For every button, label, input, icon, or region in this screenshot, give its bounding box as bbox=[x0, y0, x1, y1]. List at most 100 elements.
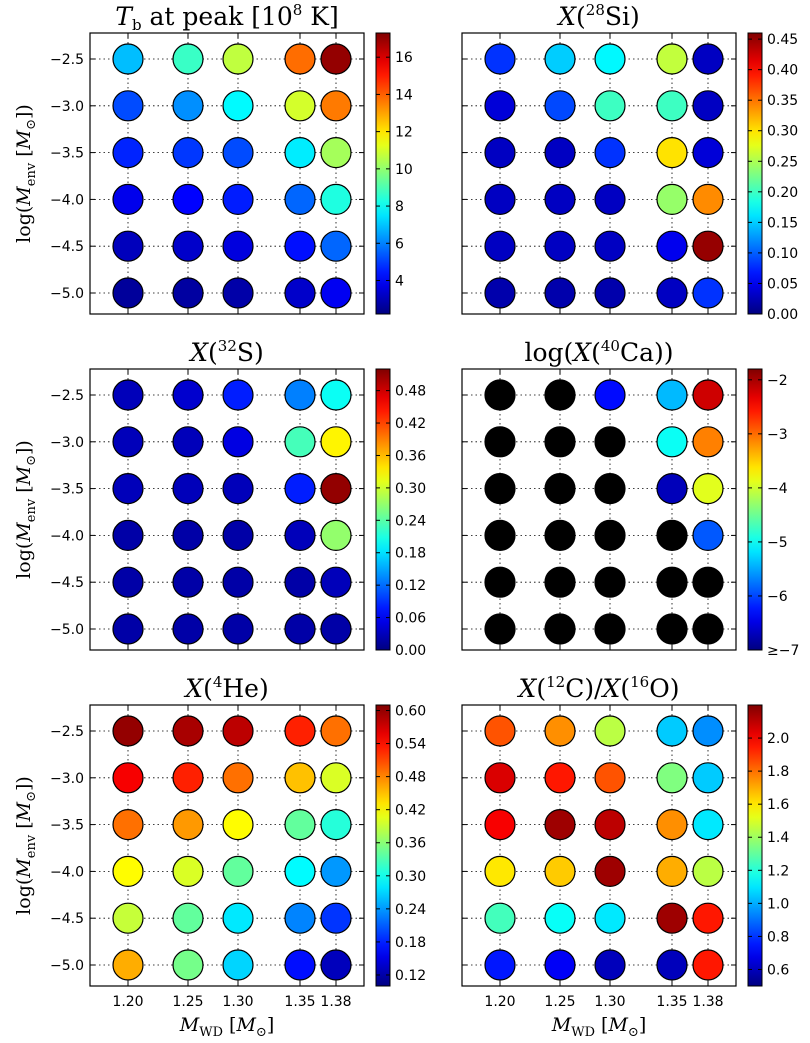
data-point bbox=[692, 473, 724, 505]
plot-frame bbox=[461, 32, 737, 315]
data-point bbox=[692, 183, 724, 215]
colorbar-tick-label: 0.12 bbox=[395, 968, 426, 984]
data-point bbox=[222, 473, 254, 505]
data-point bbox=[594, 426, 626, 458]
colorbar-tick-label: 1.8 bbox=[767, 764, 789, 780]
y-tick-label: −3.0 bbox=[50, 99, 84, 115]
data-point bbox=[284, 949, 316, 981]
data-point bbox=[172, 762, 204, 794]
y-tick-label: −4.5 bbox=[50, 911, 84, 927]
data-point bbox=[656, 902, 688, 934]
data-point bbox=[320, 566, 352, 598]
y-tick-label: −3.5 bbox=[50, 818, 84, 834]
data-point bbox=[656, 183, 688, 215]
data-point bbox=[222, 949, 254, 981]
data-point bbox=[484, 230, 516, 262]
colorbar-tick-label: 0.12 bbox=[395, 578, 426, 594]
colorbar bbox=[375, 704, 391, 987]
data-point bbox=[284, 855, 316, 888]
data-point bbox=[656, 277, 688, 309]
data-point bbox=[656, 808, 688, 841]
data-point bbox=[484, 43, 516, 75]
data-point bbox=[484, 715, 516, 747]
y-axis-label: log(Menv [M⊙]) bbox=[13, 440, 39, 579]
data-point bbox=[320, 949, 352, 981]
data-point bbox=[172, 519, 204, 552]
data-point bbox=[112, 426, 144, 458]
data-point bbox=[656, 473, 688, 505]
data-point bbox=[692, 137, 724, 169]
colorbar-tick-label: 0.06 bbox=[395, 611, 426, 627]
colorbar-tick-label: 0.30 bbox=[395, 869, 426, 885]
data-point bbox=[112, 613, 144, 645]
panel-title: X(4He) bbox=[183, 673, 268, 703]
data-point bbox=[594, 566, 626, 598]
data-point bbox=[112, 90, 144, 122]
y-axis-label: log(Menv [M⊙]) bbox=[13, 104, 39, 243]
data-point bbox=[544, 902, 576, 934]
data-point bbox=[544, 762, 576, 794]
data-point bbox=[112, 715, 144, 747]
panel-title: X(32S) bbox=[188, 337, 264, 367]
y-tick-label: −3.0 bbox=[50, 435, 84, 451]
data-point bbox=[320, 715, 352, 747]
data-point bbox=[284, 426, 316, 458]
data-point bbox=[320, 473, 352, 505]
data-point bbox=[222, 277, 254, 309]
data-point bbox=[112, 762, 144, 794]
data-point bbox=[484, 473, 516, 505]
data-point bbox=[656, 715, 688, 747]
colorbar bbox=[375, 368, 391, 651]
x-axis-label: MWD [M⊙] bbox=[179, 1014, 275, 1040]
data-point bbox=[656, 613, 688, 645]
data-point bbox=[320, 230, 352, 262]
data-point bbox=[544, 43, 576, 75]
colorbar-tick-label: 4 bbox=[395, 274, 404, 290]
panel-title: X(12C)/X(16O) bbox=[517, 673, 680, 703]
data-point bbox=[284, 808, 316, 841]
colorbar-tick-label: 6 bbox=[395, 236, 404, 252]
data-point bbox=[222, 183, 254, 215]
data-point bbox=[284, 137, 316, 169]
data-point bbox=[172, 183, 204, 215]
data-point bbox=[544, 473, 576, 505]
panel-2: X(28Si) 0.00 0.05 0.10 0.15 0.20 0.25 0.30 0.35 0… bbox=[461, 1, 798, 323]
colorbar-tick-label: −2 bbox=[767, 373, 788, 389]
data-point bbox=[594, 808, 626, 841]
colorbar-tick-label: 0.35 bbox=[767, 93, 798, 109]
data-point bbox=[284, 566, 316, 598]
colorbar-tick-label: 2.0 bbox=[767, 731, 789, 747]
data-point bbox=[320, 519, 352, 552]
data-point bbox=[692, 277, 724, 309]
data-point bbox=[484, 949, 516, 981]
colorbar-tick-label: 1.4 bbox=[767, 830, 789, 846]
colorbar-tick-label: 0.45 bbox=[767, 32, 798, 48]
x-tick-label: 1.20 bbox=[484, 994, 515, 1010]
y-tick-label: −5.0 bbox=[50, 286, 84, 302]
data-point bbox=[112, 949, 144, 981]
data-point bbox=[222, 715, 254, 747]
colorbar-tick-label: 0.05 bbox=[767, 276, 798, 292]
data-point bbox=[544, 379, 576, 411]
x-tick-label: 1.30 bbox=[594, 994, 625, 1010]
data-point bbox=[112, 230, 144, 262]
y-tick-label: −3.5 bbox=[50, 146, 84, 162]
colorbar-tick-label: 0.42 bbox=[395, 803, 426, 819]
data-point bbox=[594, 762, 626, 794]
y-tick-label: −4.0 bbox=[50, 192, 84, 208]
data-point bbox=[222, 426, 254, 458]
data-point bbox=[594, 43, 626, 75]
data-point bbox=[656, 90, 688, 122]
panel-4: log(X(40Ca)) ≥−7 −6 −5 −4 −3 −2 bbox=[461, 337, 799, 659]
data-point bbox=[484, 762, 516, 794]
data-point bbox=[594, 379, 626, 411]
data-point bbox=[284, 43, 316, 75]
data-point bbox=[544, 90, 576, 122]
data-point bbox=[544, 426, 576, 458]
data-point bbox=[172, 43, 204, 75]
data-point bbox=[320, 902, 352, 934]
data-point bbox=[544, 808, 576, 841]
data-point bbox=[320, 762, 352, 794]
data-point bbox=[544, 715, 576, 747]
